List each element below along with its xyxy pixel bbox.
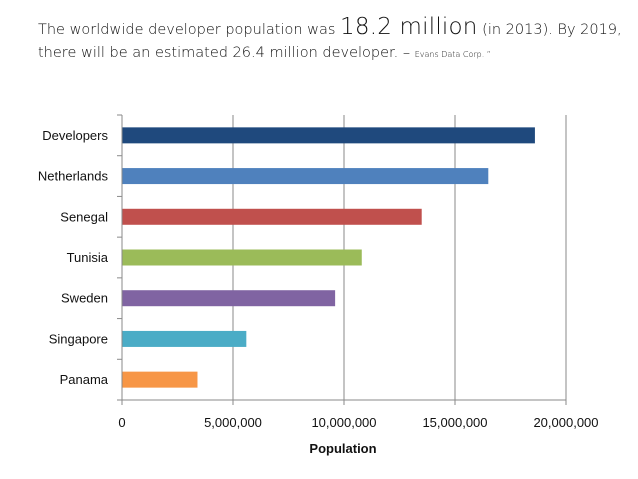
x-tick-label: 15,000,000: [422, 415, 487, 430]
headline-highlight: 18.2 million: [340, 14, 478, 40]
x-tick-label: 5,000,000: [204, 415, 262, 430]
bar-tunisia: [122, 249, 362, 266]
headline-text-3: there will be an estimated 26.4 million …: [38, 45, 415, 61]
headline-line-2: there will be an estimated 26.4 million …: [38, 42, 628, 66]
y-tick-labels: Developers Netherlands Senegal Tunisia Swede…: [38, 128, 109, 387]
headline-text-2: (in 2013). By 2019,: [477, 22, 622, 38]
y-tick-label: Senegal: [60, 209, 108, 224]
y-tick-label: Panama: [60, 372, 109, 387]
x-axis-title: Population: [309, 441, 376, 456]
headline-text-1: The worldwide developer population was: [38, 22, 341, 38]
y-tick-label: Developers: [42, 128, 108, 143]
y-tick-label: Singapore: [49, 331, 108, 346]
bar-senegal: [122, 208, 422, 225]
chart-headline: The worldwide developer population was 1…: [38, 16, 628, 66]
x-tick-label: 20,000,000: [533, 415, 598, 430]
y-tick-label: Netherlands: [38, 169, 109, 184]
bars: [122, 127, 535, 388]
headline-line-1: The worldwide developer population was 1…: [38, 16, 628, 42]
headline-source: Evans Data Corp. ”: [414, 50, 491, 59]
bar-panama: [122, 371, 198, 388]
bar-sweden: [122, 290, 336, 307]
x-tick-label: 0: [118, 415, 125, 430]
x-tick-label: 10,000,000: [311, 415, 376, 430]
axes: [117, 114, 567, 405]
y-tick-label: Tunisia: [67, 250, 109, 265]
x-tick-labels: 0 5,000,000 10,000,000 15,000,000 20,000,000: [118, 415, 598, 430]
y-tick-label: Sweden: [61, 291, 108, 306]
bar-singapore: [122, 330, 247, 347]
bar-developers: [122, 127, 535, 144]
bar-netherlands: [122, 168, 489, 185]
